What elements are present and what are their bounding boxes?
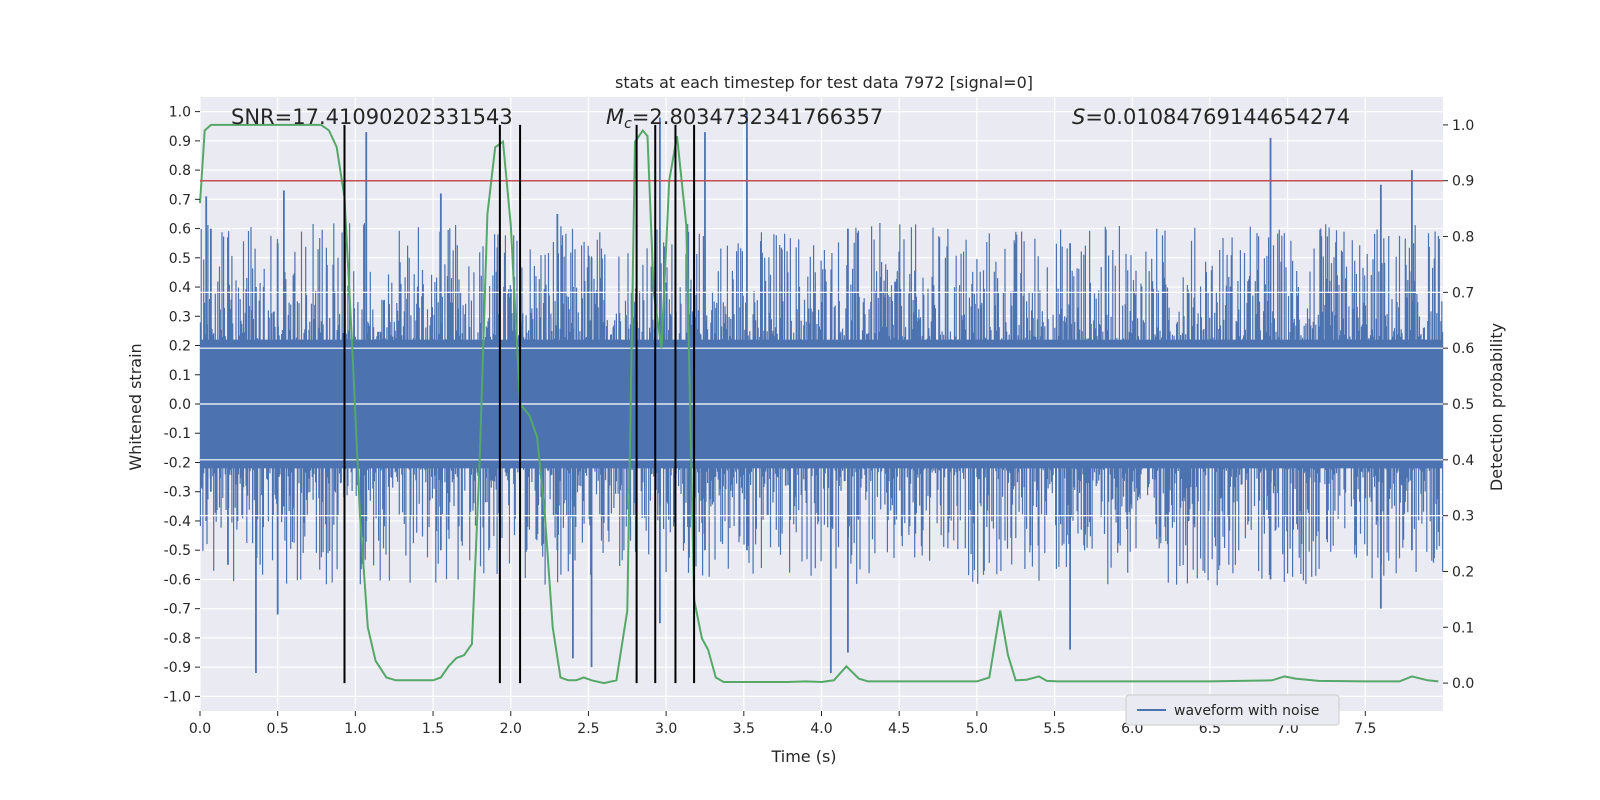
x-tick-label: 1.0 [344, 721, 366, 737]
chirp-mass-symbol: M [606, 105, 624, 129]
chirp-mass-annotation: Mc=2.8034732341766357 [606, 105, 883, 132]
chart-title: stats at each timestep for test data 797… [615, 73, 1033, 92]
legend: waveform with noise [1125, 694, 1340, 726]
probability-series [199, 123, 1439, 685]
x-tick-label: 3.5 [733, 721, 755, 737]
y-right-tick-label: 0.9 [1452, 174, 1474, 190]
y-left-tick-label: -0.8 [164, 631, 191, 647]
x-tick-label: 0.5 [267, 721, 289, 737]
significance-annotation: S=0.01084769144654274 [1072, 105, 1350, 129]
x-tick-label: 0.0 [189, 721, 211, 737]
y-left-tick-label: 1.0 [169, 105, 191, 121]
y-left-tick-label: 0.2 [169, 339, 191, 355]
x-axis-label: Time (s) [770, 747, 836, 766]
y-left-tick-label: -0.1 [164, 426, 191, 442]
y-left-tick-label: -0.6 [164, 572, 191, 588]
significance-value: =0.01084769144654274 [1085, 105, 1350, 129]
chirp-mass-subscript: c [624, 116, 632, 132]
y-left-tick-label: -1.0 [164, 689, 191, 705]
significance-symbol: S [1072, 105, 1085, 129]
y-left-tick-label: 0.9 [169, 134, 191, 150]
chirp-mass-value: =2.8034732341766357 [632, 105, 883, 129]
y-left-tick-label: 0.6 [169, 222, 191, 238]
x-tick-label: 2.0 [500, 721, 522, 737]
x-tick-label: 5.5 [1043, 721, 1065, 737]
event-lines [343, 124, 696, 684]
y-left-tick-label: -0.9 [164, 660, 191, 676]
y-left-tick-label: 0.4 [169, 280, 191, 296]
y-left-tick-label: -0.7 [164, 602, 191, 618]
axis-ticks: 0.0 0.5 1.0 1.5 2.0 2.5 3.0 3.5 4.0 4.5 5.0 5.5 6.0 6… [164, 105, 1475, 737]
y-left-tick-label: 0.0 [169, 397, 191, 413]
y-right-tick-label: 0.7 [1452, 285, 1474, 301]
x-tick-label: 4.5 [888, 721, 910, 737]
x-tick-label: 2.5 [577, 721, 599, 737]
waveform-series [199, 111, 1444, 673]
y-axis-label-right: Detection probability [1487, 323, 1506, 491]
y-left-tick-label: 0.1 [169, 368, 191, 384]
y-left-tick-label: 0.8 [169, 163, 191, 179]
y-left-tick-label: -0.2 [164, 455, 191, 471]
x-tick-label: 7.5 [1354, 721, 1376, 737]
y-right-tick-label: 0.0 [1452, 676, 1474, 692]
legend-label: waveform with noise [1174, 703, 1319, 719]
detection-probability-line [199, 123, 1439, 685]
x-tick-label: 1.5 [422, 721, 444, 737]
y-left-tick-label: -0.3 [164, 485, 191, 501]
y-right-tick-label: 0.2 [1452, 564, 1474, 580]
snr-annotation: SNR=17.41090202331543 [231, 105, 513, 129]
y-left-tick-label: -0.4 [164, 514, 191, 530]
y-axis-label-left: Whitened strain [126, 343, 145, 470]
y-right-tick-label: 0.6 [1452, 341, 1474, 357]
x-tick-label: 5.0 [966, 721, 988, 737]
y-right-tick-label: 0.3 [1452, 509, 1474, 525]
y-left-tick-label: 0.3 [169, 309, 191, 325]
y-left-tick-label: 0.5 [169, 251, 191, 267]
y-right-tick-label: 0.5 [1452, 397, 1474, 413]
y-left-tick-label: -0.5 [164, 543, 191, 559]
y-right-tick-label: 1.0 [1452, 118, 1474, 134]
y-right-tick-label: 0.4 [1452, 453, 1474, 469]
y-left-tick-label: 0.7 [169, 192, 191, 208]
x-tick-label: 3.0 [655, 721, 677, 737]
x-tick-label: 4.0 [810, 721, 832, 737]
y-right-tick-label: 0.8 [1452, 230, 1474, 246]
y-right-tick-label: 0.1 [1452, 620, 1474, 636]
legend-box [1125, 694, 1340, 726]
